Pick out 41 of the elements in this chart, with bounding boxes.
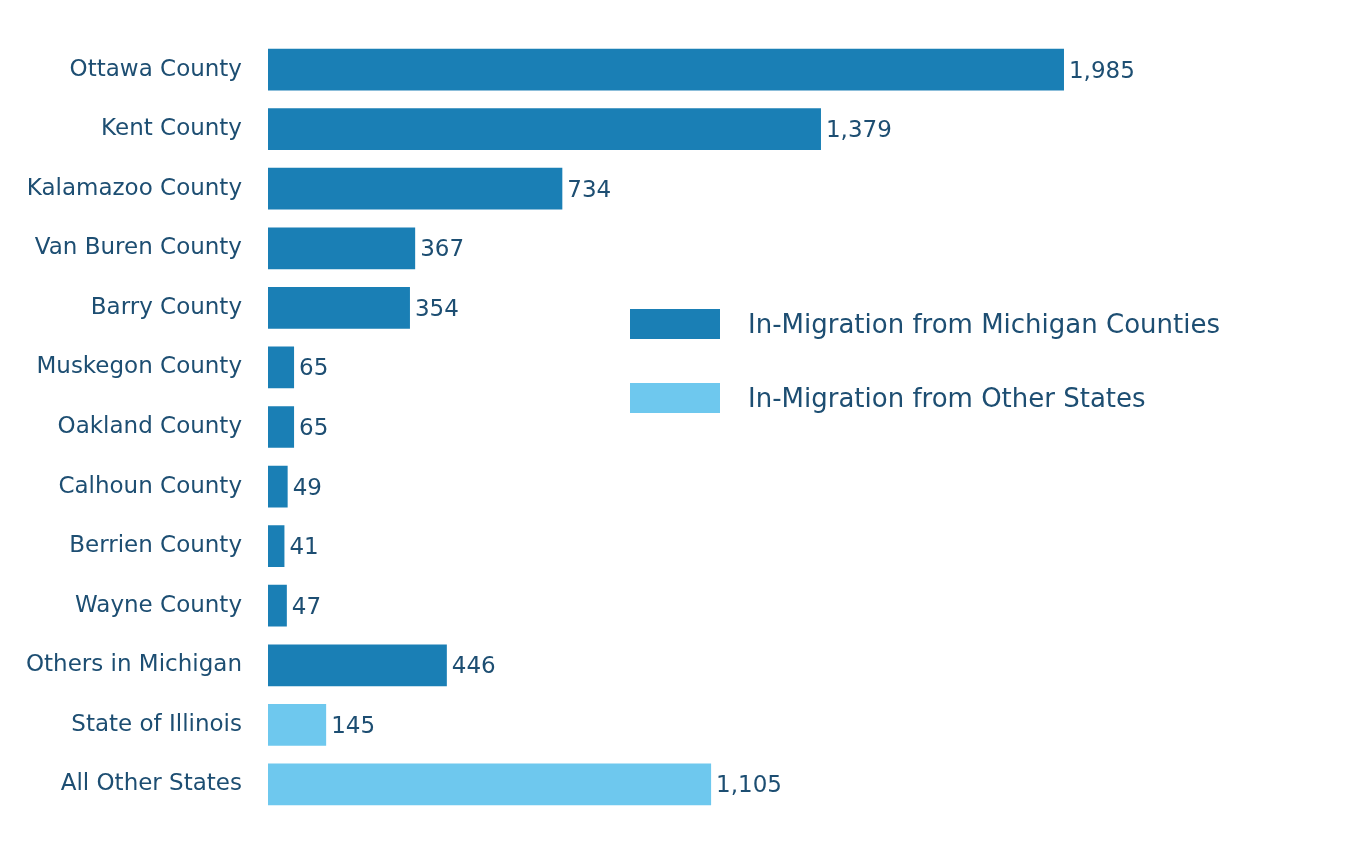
legend-label: In-Migration from Other States bbox=[748, 383, 1146, 413]
y-tick-label: Berrien County bbox=[69, 531, 242, 558]
bar bbox=[268, 108, 821, 150]
y-tick-label: Calhoun County bbox=[58, 471, 242, 498]
y-tick-label: State of Illinois bbox=[71, 709, 242, 736]
y-tick-label: Ottawa County bbox=[69, 54, 242, 81]
bar bbox=[268, 167, 563, 210]
bar bbox=[268, 287, 410, 329]
bar bbox=[268, 227, 416, 270]
legend-label: In-Migration from Michigan Counties bbox=[748, 309, 1220, 339]
y-tick-label: All Other States bbox=[60, 769, 242, 796]
data-label: 1,985 bbox=[1068, 56, 1135, 83]
data-label: 367 bbox=[420, 235, 465, 262]
y-tick-label: Barry County bbox=[90, 292, 242, 319]
y-tick-label: Wayne County bbox=[75, 590, 242, 617]
bar bbox=[268, 406, 295, 448]
bar bbox=[268, 584, 287, 627]
bar bbox=[268, 48, 1064, 91]
bar bbox=[268, 644, 447, 687]
y-tick-label: Oakland County bbox=[57, 411, 242, 438]
data-label: 1,105 bbox=[716, 771, 782, 798]
data-label: 446 bbox=[451, 652, 496, 679]
bar bbox=[268, 763, 712, 806]
data-label: 47 bbox=[291, 592, 322, 619]
bar bbox=[268, 704, 327, 746]
bar bbox=[268, 525, 285, 567]
y-tick-label: Van Buren County bbox=[34, 233, 242, 260]
data-label: 145 bbox=[331, 711, 376, 738]
y-tick-label: Muskegon County bbox=[36, 352, 242, 379]
data-label: 65 bbox=[299, 413, 329, 440]
data-label: 354 bbox=[414, 294, 459, 321]
bar bbox=[268, 465, 288, 508]
y-tick-label: Kalamazoo County bbox=[26, 173, 242, 200]
bar bbox=[268, 346, 295, 389]
data-label: 49 bbox=[292, 473, 322, 500]
data-label: 734 bbox=[567, 175, 612, 202]
data-label: 1,379 bbox=[825, 116, 892, 143]
y-tick-label: Kent County bbox=[101, 114, 242, 141]
y-tick-label: Others in Michigan bbox=[26, 650, 242, 677]
data-label: 65 bbox=[299, 354, 329, 381]
data-label: 41 bbox=[289, 533, 319, 560]
